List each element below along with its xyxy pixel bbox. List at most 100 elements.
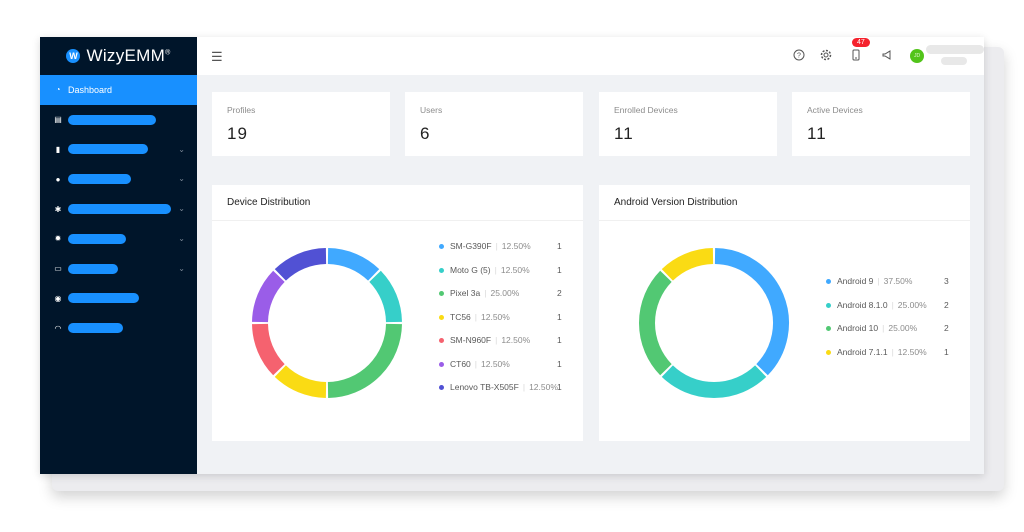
card-title: Android Version Distribution: [614, 197, 738, 208]
legend-label: SM-G390F | 12.50%: [450, 241, 531, 251]
legend-label: Android 10 | 25.00%: [837, 323, 918, 333]
device-icon[interactable]: [850, 49, 862, 64]
stat-card-enrolled-devices[interactable]: Enrolled Devices 11: [599, 92, 777, 156]
sidebar-item-5[interactable]: ✹ ⌄: [40, 224, 197, 254]
stat-value: 11: [614, 124, 634, 143]
sidebar-item-redacted-label: [68, 114, 156, 125]
sidebar-item-3[interactable]: ● ⌄: [40, 164, 197, 194]
sidebar-item-redacted-label: [68, 144, 148, 155]
donut-slice[interactable]: [327, 323, 402, 398]
svg-text:?: ?: [797, 53, 801, 60]
user-role-placeholder: [941, 57, 967, 65]
app-window: W WizyEMM® ◔ Dashboard ▤ ▮ ⌄ ● ⌄ ✱ ⌄ ✹ ⌄ ▭ ⌄ ◉ ◠ ☰ ? 4…: [40, 37, 984, 474]
legend-value: 1: [557, 311, 562, 322]
stat-card-active-devices[interactable]: Active Devices 11: [792, 92, 970, 156]
device-icon: ▮: [55, 144, 61, 154]
legend-label: CT60 | 12.50%: [450, 358, 510, 369]
sidebar-item-redacted-label: [68, 174, 131, 185]
stat-card-users[interactable]: Users 6: [405, 92, 583, 156]
dashboard-icon: ◔: [55, 85, 61, 95]
sidebar-item-redacted-label: [68, 293, 139, 304]
gear-icon[interactable]: [820, 49, 832, 64]
android-icon: ✱: [54, 204, 62, 214]
topbar: ☰ ? 47 JD: [197, 37, 984, 75]
sidebar-item-8[interactable]: ◠: [40, 313, 197, 343]
card-title: Device Distribution: [227, 197, 311, 208]
legend-label: Android 7.1.1 | 12.50%: [837, 346, 927, 357]
donut-slice[interactable]: [369, 270, 402, 323]
legend-dot: [826, 279, 831, 284]
location-icon: ●: [55, 174, 61, 184]
stat-value: 11: [807, 124, 827, 143]
sidebar-nav: ◔ Dashboard ▤ ▮ ⌄ ● ⌄ ✱ ⌄ ✹ ⌄ ▭ ⌄ ◉ ◠: [40, 75, 197, 343]
legend-value: 1: [557, 264, 562, 275]
legend-dot: [439, 291, 444, 296]
legend-label: SM-N960F | 12.50%: [450, 335, 531, 345]
app-name: WizyEMM®: [86, 46, 171, 65]
donut-slice[interactable]: [252, 323, 285, 376]
sidebar-item-1[interactable]: ▤: [40, 105, 197, 135]
legend-dot: [439, 361, 444, 367]
donut-slice[interactable]: [274, 365, 327, 398]
legend-value: 1: [557, 382, 562, 392]
donut-slice[interactable]: [661, 365, 767, 398]
sidebar-item-redacted-label: [68, 233, 126, 244]
sidebar-item-7[interactable]: ◉: [40, 284, 197, 314]
stat-label: Users: [420, 105, 443, 115]
legend-label: Lenovo TB-X505F | 12.50%: [450, 382, 558, 392]
donut-slice[interactable]: [714, 248, 789, 376]
legend-label: Pixel 3a | 25.00%: [450, 288, 520, 298]
card-divider: [599, 220, 970, 221]
sidebar-item-redacted-label: [68, 204, 171, 215]
sidebar-item-6[interactable]: ▭ ⌄: [40, 254, 197, 284]
legend-label: TC56 | 12.50%: [450, 311, 510, 322]
stat-value: 19: [227, 124, 248, 143]
megaphone-icon[interactable]: [881, 49, 893, 64]
menu-fold-icon[interactable]: ☰: [211, 49, 223, 64]
user-name-placeholder: [926, 45, 984, 54]
legend-dot: [439, 385, 444, 390]
legend-value: 1: [944, 346, 949, 357]
chevron-down-icon: ⌄: [178, 233, 185, 243]
legend-dot: [439, 314, 444, 320]
notification-badge: 47: [852, 38, 870, 47]
legend-label: Android 9 | 37.50%: [837, 276, 913, 286]
gear-icon: ✹: [54, 234, 62, 244]
legend-dot: [826, 326, 831, 331]
donut-slice[interactable]: [327, 248, 380, 281]
legend-label: Android 8.1.0 | 25.00%: [837, 299, 927, 310]
legend-value: 1: [557, 241, 562, 251]
android-distribution-card: Android Version Distribution Android 9 | 3…: [599, 185, 970, 441]
logo-badge: W: [66, 49, 81, 63]
donut-slice[interactable]: [639, 270, 672, 376]
stat-label: Profiles: [227, 105, 256, 115]
sidebar-item-label: Dashboard: [68, 84, 113, 95]
headset-icon: ◠: [54, 323, 62, 333]
sidebar-item-2[interactable]: ▮ ⌄: [40, 135, 197, 165]
card-divider: [212, 220, 583, 221]
device-distribution-card: Device Distribution SM-G390F | 12.50% 1 Moto…: [212, 185, 583, 441]
sidebar: W WizyEMM® ◔ Dashboard ▤ ▮ ⌄ ● ⌄ ✱ ⌄ ✹ ⌄ ▭ ⌄ ◉ ◠: [40, 37, 197, 474]
stat-value: 6: [420, 124, 431, 143]
chevron-down-icon: ⌄: [178, 204, 185, 214]
help-icon[interactable]: ?: [793, 49, 805, 64]
sidebar-item-0[interactable]: ◔ Dashboard: [40, 75, 197, 105]
legend-value: 2: [944, 323, 949, 333]
logo[interactable]: W WizyEMM®: [40, 37, 197, 75]
donut-slice[interactable]: [274, 248, 327, 281]
stat-label: Active Devices: [807, 105, 863, 115]
donut-slice[interactable]: [252, 270, 285, 323]
chevron-down-icon: ⌄: [178, 144, 185, 154]
legend-dot: [826, 302, 831, 308]
legend-dot: [826, 349, 831, 355]
stat-card-profiles[interactable]: Profiles 19: [212, 92, 390, 156]
legend-dot: [439, 267, 444, 273]
donut-slice[interactable]: [661, 248, 714, 281]
android-donut-chart: [639, 248, 789, 398]
sidebar-item-redacted-label: [68, 263, 118, 274]
chevron-down-icon: ⌄: [178, 263, 185, 273]
legend-dot: [439, 338, 444, 343]
avatar[interactable]: JD: [910, 49, 924, 63]
sidebar-item-4[interactable]: ✱ ⌄: [40, 194, 197, 224]
legend-value: 1: [557, 358, 562, 369]
